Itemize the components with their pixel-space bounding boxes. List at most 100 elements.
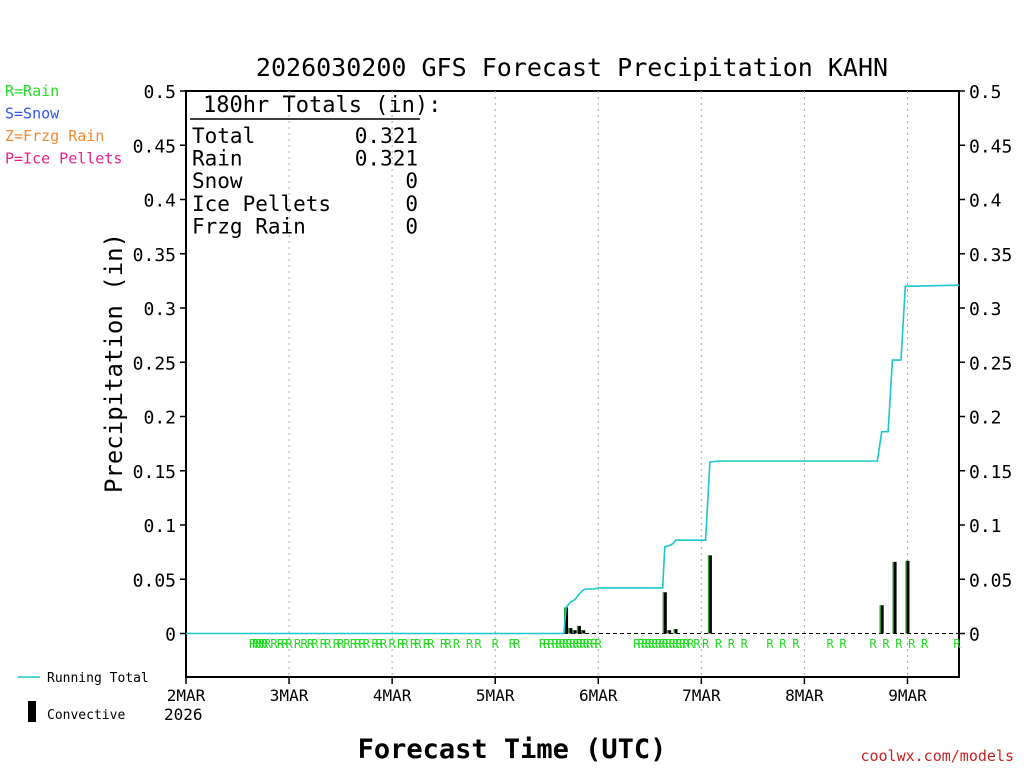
ptype-marker-rain: R — [679, 637, 687, 651]
running-total-line — [186, 284, 960, 635]
ptype-marker-rain: R — [572, 637, 580, 651]
ptype-marker-rain: R — [264, 637, 272, 651]
x-tick-label: 3MAR — [270, 686, 309, 705]
ptype-marker-rain: R — [687, 637, 695, 651]
ptype-marker-rain: R — [792, 637, 800, 651]
running-total-legend-label: Running Total — [47, 671, 149, 686]
totals-row-value: 0 — [405, 214, 418, 238]
y-tick-label-left: 0.2 — [143, 408, 176, 429]
ptype-marker-rain: R — [569, 637, 577, 651]
ptype-marker-rain: R — [333, 637, 341, 651]
y-tick-label-left: 0.45 — [133, 136, 176, 157]
ptype-marker-rain: R — [672, 637, 680, 651]
ptype-marker-rain: R — [492, 637, 500, 651]
ptype-marker-rain: R — [651, 637, 659, 651]
x-year-label: 2026 — [164, 705, 203, 724]
ptype-marker-rain: R — [440, 637, 448, 651]
precip-bar-rain-edge — [667, 630, 669, 634]
y-tick-label-right: 0.35 — [969, 245, 1012, 266]
precip-bar — [568, 628, 573, 634]
ptype-marker-rain: R — [715, 637, 723, 651]
totals-row-label: Snow — [192, 169, 243, 193]
precip-bar-rain-edge — [576, 625, 579, 634]
totals-row-label: Ice Pellets — [192, 192, 331, 216]
y-tick-label-left: 0.05 — [133, 570, 176, 591]
precip-bar — [581, 630, 586, 634]
ptype-marker-rain: R — [682, 637, 690, 651]
ptype-marker-rain: R — [397, 637, 405, 651]
ptype-marker-rain: R — [453, 637, 461, 651]
y-tick-label-left: 0.5 — [143, 82, 176, 103]
ptype-marker-rain: R — [258, 637, 266, 651]
y-tick-label-right: 0.2 — [969, 408, 1002, 429]
plot-frame — [185, 90, 960, 678]
ptype-marker-rain: R — [641, 637, 649, 651]
ptype-marker-rain: R — [543, 637, 551, 651]
ptype-marker-rain: R — [300, 637, 308, 651]
x-tick-label: 6MAR — [579, 686, 618, 705]
ptype-marker-rain: R — [827, 637, 835, 651]
ptype-marker-rain: R — [586, 637, 594, 651]
convective-legend-swatch — [28, 701, 36, 722]
ptype-marker-rain: R — [277, 637, 285, 651]
y-tick-label-right: 0.05 — [969, 570, 1012, 591]
ptype-marker-rain: R — [401, 637, 409, 651]
ptype-marker-rain: R — [389, 637, 397, 651]
y-axis-left: 0 0.05 0.1 0.15 0.2 0.25 0.3 0.35 0.4 0.45 0.5 — [133, 82, 186, 646]
ptype-marker-rain: R — [311, 637, 319, 651]
ptype-marker-rain: R — [693, 637, 701, 651]
ptype-marker-rain: R — [728, 637, 736, 651]
y-tick-label-right: 0.15 — [969, 462, 1012, 483]
y-tick-label-right: 0.45 — [969, 136, 1012, 157]
ptype-marker-rain: R — [423, 637, 431, 651]
ptype-marker-rain: R — [547, 637, 555, 651]
ptype-marker-rain: R — [343, 637, 351, 651]
y-tick-label-left: 0.1 — [143, 516, 176, 537]
ptype-marker-rain: R — [839, 637, 847, 651]
x-tick-label: 2MAR — [167, 686, 206, 705]
x-tick-label: 5MAR — [476, 686, 515, 705]
source-credit: coolwx.com/models — [860, 747, 1014, 765]
ptype-marker-rain: R — [565, 637, 573, 651]
convective-legend-label: Convective — [47, 708, 125, 723]
ptype-marker-rain: R — [882, 637, 890, 651]
ptype-marker-rain: R — [669, 637, 677, 651]
ptype-marker-rain: R — [590, 637, 598, 651]
totals-rows: Total 0.321 Rain 0.321 Snow 0 Ice Pellets 0 Frzg… — [192, 124, 418, 238]
ptype-marker-rain: R — [252, 637, 260, 651]
ptype-marker-rain: R — [337, 637, 345, 651]
ptype-marker-rain: R — [595, 637, 603, 651]
ptype-marker-rain: R — [562, 637, 570, 651]
ptype-marker-rain: R — [766, 637, 774, 651]
ptype-marker-rain: R — [633, 637, 641, 651]
y-axis-right: 0 0.05 0.1 0.15 0.2 0.25 0.3 0.35 0.4 0.45 0.5 — [959, 82, 1012, 646]
ptype-marker-rain: R — [648, 637, 656, 651]
ptype-marker-rain: R — [662, 637, 670, 651]
precip-bar — [905, 560, 910, 634]
y-tick-label-left: 0.3 — [143, 299, 176, 320]
ptype-marker-rain: R — [513, 637, 521, 651]
ptype-marker-rain: R — [559, 637, 567, 651]
y-tick-label-left: 0.15 — [133, 462, 176, 483]
ptype-marker-rain: R — [281, 637, 289, 651]
series-legend: Running Total Convective — [18, 671, 149, 723]
chart-title: 2026030200 GFS Forecast Precipitation KA… — [256, 53, 888, 82]
precip-bar — [564, 607, 569, 634]
x-tick-label: 4MAR — [373, 686, 412, 705]
precip-bar-rain-edge — [879, 605, 881, 634]
ptype-marker-rain: R — [474, 637, 482, 651]
ptype-marker-rain: R — [376, 637, 384, 651]
legend-type-3: P=Ice Pellets — [5, 150, 122, 168]
ptype-marker-rain: R — [779, 637, 787, 651]
totals-box: 180hr Totals (in): Total 0.321 Rain 0.321 Sn… — [190, 93, 441, 238]
x-tick-label: 9MAR — [888, 686, 927, 705]
precip-bar — [572, 630, 577, 634]
precip-bar — [892, 561, 897, 634]
precip-type-legend: R=Rain S=Snow Z=Frzg Rain P=Ice Pellets — [5, 82, 122, 168]
precip-bar-rain-edge — [707, 555, 710, 634]
y-tick-label-right: 0.4 — [969, 191, 1002, 212]
precip-bar-rain-edge — [581, 630, 583, 634]
y-tick-label-left: 0.4 — [143, 191, 176, 212]
precip-bar-rain-edge — [892, 561, 894, 634]
